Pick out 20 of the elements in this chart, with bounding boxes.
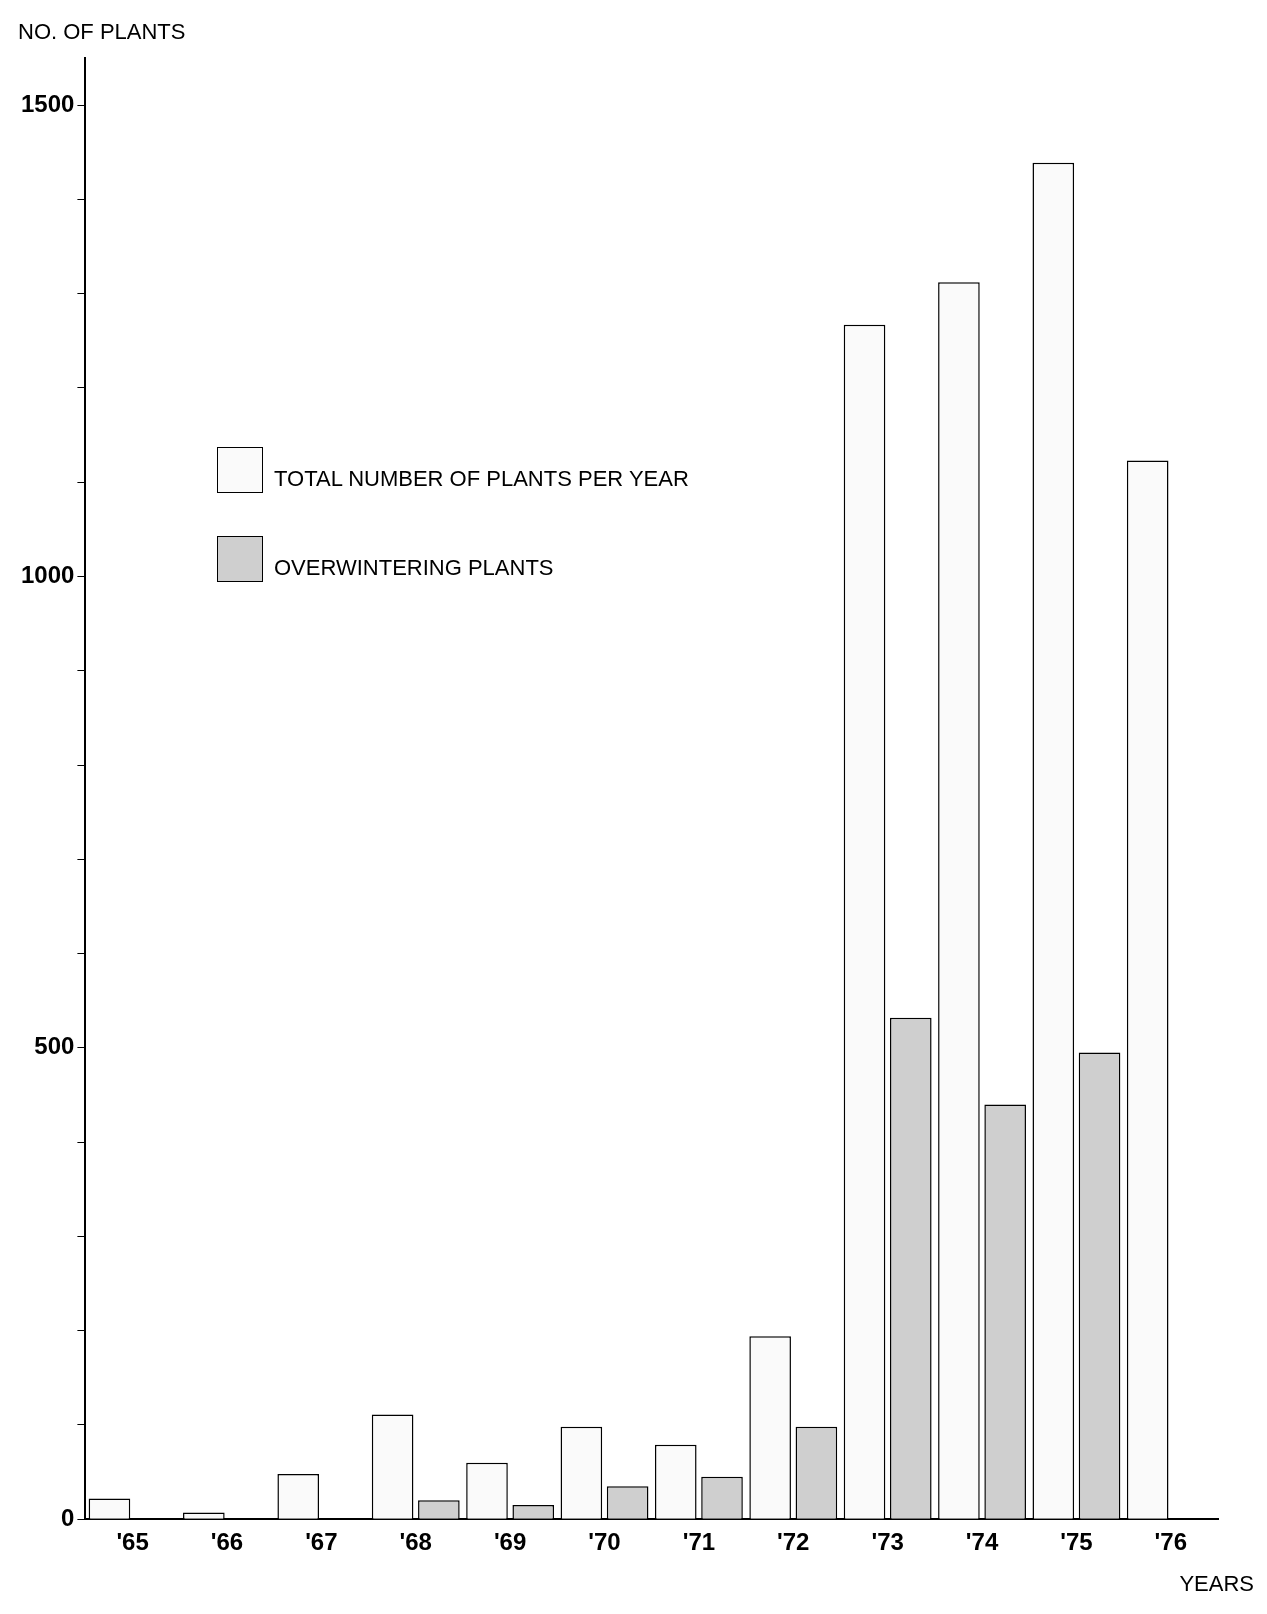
x-tick-label: '74 <box>965 1528 999 1556</box>
x-tick-label: '69 <box>493 1528 527 1556</box>
x-tick-label: '65 <box>116 1528 149 1556</box>
y-axis-title: NO. OF PLANTS <box>18 19 186 45</box>
x-tick-label: '76 <box>1154 1528 1188 1556</box>
y-tick-label: 0 <box>61 1503 75 1531</box>
x-tick-label: '71 <box>682 1528 716 1556</box>
x-tick-label: '75 <box>1060 1528 1093 1556</box>
x-axis-title: YEARS <box>1179 1571 1254 1597</box>
y-tick-label: 500 <box>34 1032 75 1060</box>
y-tick-label: 1000 <box>21 561 75 589</box>
legend-label: TOTAL NUMBER OF PLANTS PER YEAR <box>274 466 689 492</box>
x-tick-label: '73 <box>871 1528 904 1556</box>
x-tick-label: '68 <box>399 1528 432 1556</box>
x-tick-label: '67 <box>305 1528 338 1556</box>
x-tick-label: '66 <box>210 1528 244 1556</box>
legend-label: OVERWINTERING PLANTS <box>274 555 554 581</box>
x-tick-label: '72 <box>777 1528 810 1556</box>
x-tick-label: '70 <box>588 1528 621 1556</box>
y-tick-label: 1500 <box>21 89 75 117</box>
